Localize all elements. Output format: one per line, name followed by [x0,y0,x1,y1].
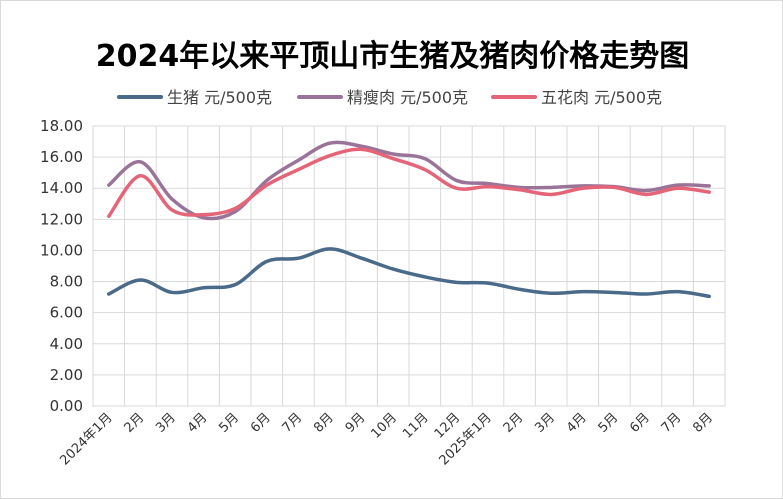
x-tick-label: 5月 [596,410,622,436]
legend-label-3: 五花肉 元/500克 [541,88,662,107]
y-tick-label: 8.00 [50,273,83,291]
x-tick-label: 11月 [400,410,431,441]
y-tick-label: 10.00 [40,241,83,259]
y-tick-label: 18.00 [40,117,83,135]
y-tick-label: 16.00 [40,148,83,166]
y-tick-label: 0.00 [50,397,83,415]
x-tick-label: 7月 [280,410,306,436]
y-tick-label: 14.00 [40,179,83,197]
y-tick-label: 12.00 [40,210,83,228]
legend-label-1: 生猪 元/500克 [167,88,272,107]
x-tick-label: 5月 [216,410,242,436]
chart-title: 2024年以来平顶山市生猪及猪肉价格走势图 [95,39,690,74]
x-tick-label: 3月 [532,410,558,436]
x-tick-label: 4月 [185,410,211,436]
y-tick-label: 2.00 [50,366,83,384]
x-tick-label: 4月 [564,410,590,436]
x-tick-label: 6月 [248,410,274,436]
x-tick-label: 8月 [311,410,337,436]
x-tick-label: 10月 [369,410,400,441]
x-tick-label: 9月 [343,410,369,436]
y-tick-label: 6.00 [50,304,83,322]
x-tick-label: 2月 [501,410,527,436]
x-tick-label: 3月 [153,410,179,436]
x-tick-label: 7月 [659,410,685,436]
x-tick-label: 6月 [627,410,653,436]
series-line-1 [107,247,711,299]
series-line-3 [107,147,711,218]
y-tick-label: 4.00 [50,335,83,353]
x-tick-label: 8月 [690,410,716,436]
x-tick-label: 2024年1月 [57,410,115,468]
x-tick-label: 2月 [122,410,148,436]
legend-label-2: 精瘦肉 元/500克 [347,88,468,107]
